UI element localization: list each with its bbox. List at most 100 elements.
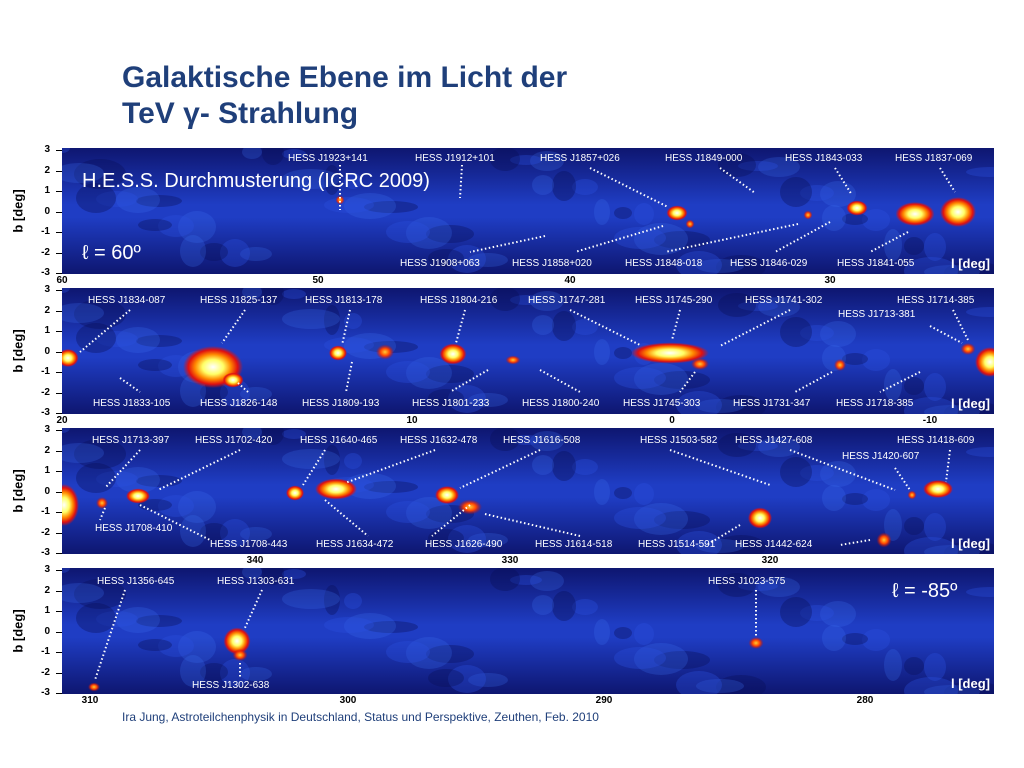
y-tick-label: -3 <box>41 267 50 278</box>
map-noise <box>468 393 508 407</box>
y-tick-mark <box>56 672 62 674</box>
map-noise <box>282 569 306 579</box>
y-tick-label: 1 <box>44 185 50 196</box>
map-noise <box>220 239 250 267</box>
map-noise <box>530 151 564 171</box>
x-tick-label: 320 <box>761 555 779 566</box>
map-noise <box>634 363 688 395</box>
map-noise <box>116 187 160 213</box>
source-label: HESS J1849-000 <box>665 153 743 164</box>
gamma-source <box>803 210 813 220</box>
map-noise <box>76 183 116 213</box>
y-tick-label: 3 <box>44 564 50 575</box>
map-noise <box>966 167 994 177</box>
x-tick-label: 30 <box>824 275 836 286</box>
map-noise <box>282 449 340 469</box>
y-axis-label-text: b [deg] <box>10 469 26 513</box>
y-axis-ticks: 3 2 1 0 -1 -2 -3 <box>36 424 62 558</box>
map-noise <box>842 213 868 225</box>
x-axis-label: l [deg] <box>951 676 990 691</box>
y-tick-label: 2 <box>44 584 50 596</box>
map-noise <box>820 181 856 207</box>
map-noise <box>696 259 744 273</box>
map-noise <box>240 667 272 681</box>
y-tick-label: 0 <box>44 345 50 357</box>
y-axis-label-text: b [deg] <box>10 189 26 233</box>
map-noise <box>758 297 800 317</box>
leader-line <box>869 231 909 253</box>
y-tick-mark <box>56 372 62 373</box>
leader-line <box>345 361 353 393</box>
source-label: HESS J1912+101 <box>415 153 495 164</box>
gamma-source <box>895 202 935 226</box>
source-label: HESS J1846-029 <box>730 258 808 269</box>
leader-line <box>221 309 246 344</box>
map-noise <box>282 169 340 189</box>
leader-line <box>569 309 641 346</box>
y-tick-mark <box>56 413 62 414</box>
map-noise <box>138 359 172 371</box>
y-axis-label-text: b [deg] <box>10 609 26 653</box>
leader-line <box>459 449 541 489</box>
map-noise <box>594 619 610 645</box>
y-tick-mark <box>56 631 62 633</box>
map-noise <box>242 568 262 579</box>
map-noise <box>448 665 486 693</box>
y-axis-ticks: 3 2 1 0 -1 -2 -3 <box>36 564 62 698</box>
map-noise <box>344 613 396 639</box>
map-noise <box>654 371 710 389</box>
map-noise <box>96 471 138 487</box>
y-tick-mark <box>56 512 62 513</box>
y-tick-mark <box>56 491 62 493</box>
map-noise <box>96 191 138 207</box>
map-noise <box>180 655 206 687</box>
map-noise <box>96 331 138 347</box>
map-noise <box>428 529 464 547</box>
gamma-source <box>376 344 394 360</box>
source-label: HESS J1857+026 <box>540 153 620 164</box>
map-noise <box>614 367 666 389</box>
map-noise <box>242 428 262 439</box>
title-line-2: TeV γ- Strahlung <box>122 97 359 130</box>
source-label: HESS J1356-645 <box>97 576 175 587</box>
map-noise <box>820 321 856 347</box>
x-axis-label: l [deg] <box>951 536 990 551</box>
map-noise <box>594 339 610 365</box>
map-noise <box>572 459 598 475</box>
map-noise <box>364 621 418 633</box>
map-noise <box>738 441 778 451</box>
survey-panel-4: HESS J1356-645 HESS J1303-631 HESS J1023-5… <box>62 568 994 694</box>
y-tick-label: 3 <box>44 144 50 155</box>
map-noise <box>924 545 980 554</box>
y-tick-mark <box>56 211 62 213</box>
map-noise <box>324 585 340 615</box>
y-tick-label: 1 <box>44 325 50 336</box>
x-tick-label: 300 <box>339 695 357 706</box>
y-tick-label: -2 <box>41 666 50 678</box>
y-tick-mark <box>56 290 62 291</box>
map-noise <box>718 153 756 177</box>
map-noise <box>138 499 172 511</box>
source-label: HESS J1708-443 <box>210 539 288 550</box>
map-noise <box>614 647 666 669</box>
source-label: HESS J1514-591 <box>638 539 716 550</box>
map-noise <box>282 289 306 299</box>
map-noise <box>594 479 610 505</box>
map-noise <box>842 633 868 645</box>
y-tick-label: 2 <box>44 444 50 456</box>
map-noise <box>344 313 362 329</box>
map-noise <box>552 591 576 621</box>
map-noise <box>510 155 542 165</box>
source-label: HESS J1420-607 <box>842 451 920 462</box>
map-noise <box>116 607 160 633</box>
map-noise <box>676 671 722 694</box>
title-line-1: Galaktische Ebene im Licht der <box>122 61 568 94</box>
leader-line <box>704 524 741 547</box>
y-tick-label: 3 <box>44 284 50 295</box>
x-axis-label: l [deg] <box>951 396 990 411</box>
gamma-source <box>458 499 482 515</box>
source-label: HESS J1841-055 <box>837 258 915 269</box>
y-tick-label: 3 <box>44 424 50 435</box>
x-tick-label: 10 <box>406 415 418 426</box>
map-noise <box>240 387 272 401</box>
